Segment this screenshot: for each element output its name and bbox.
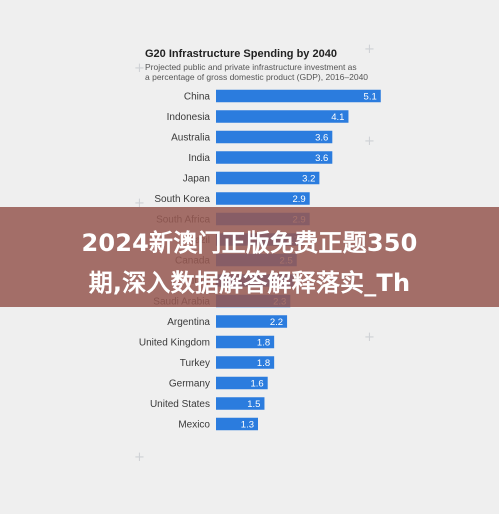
plus-decoration-icon: + xyxy=(364,42,375,57)
category-label: Argentina xyxy=(167,317,210,328)
banner-line-2: 期,深入数据解答解释落实_Th xyxy=(88,269,411,297)
category-label: United Kingdom xyxy=(139,338,210,349)
plus-decoration-icon: + xyxy=(364,134,375,149)
bar xyxy=(216,315,288,328)
category-label: Japan xyxy=(183,174,210,185)
bar xyxy=(216,192,310,205)
category-label: South Korea xyxy=(154,194,210,205)
plus-decoration-icon: + xyxy=(134,450,145,465)
bar xyxy=(216,397,265,410)
category-label: India xyxy=(188,153,210,164)
bar xyxy=(216,335,275,349)
bar xyxy=(216,417,258,431)
bar xyxy=(216,171,320,185)
value-label: 1.8 xyxy=(257,358,270,369)
chart-subtitle-line-1: Projected public and private infrastruct… xyxy=(145,62,357,72)
bar xyxy=(216,89,381,103)
bar xyxy=(216,130,333,144)
value-label: 5.1 xyxy=(364,92,377,103)
value-label: 1.6 xyxy=(250,379,263,390)
category-label: Turkey xyxy=(180,358,210,369)
watermark-banner: 2024新澳门正版免费正题350 期,深入数据解答解释落实_Th xyxy=(0,207,499,307)
value-label: 3.2 xyxy=(302,174,315,185)
bar xyxy=(216,151,333,164)
banner-line-1: 2024新澳门正版免费正题350 xyxy=(81,229,418,257)
chart-title: G20 Infrastructure Spending by 2040 xyxy=(145,48,337,60)
value-label: 3.6 xyxy=(315,133,328,144)
category-label: China xyxy=(184,92,211,103)
category-label: Indonesia xyxy=(167,112,211,123)
value-label: 3.6 xyxy=(315,153,328,164)
bar xyxy=(216,376,268,390)
value-label: 2.2 xyxy=(270,317,283,328)
plus-decoration-icon: + xyxy=(134,61,145,76)
bar xyxy=(216,356,275,369)
category-label: Germany xyxy=(169,379,210,390)
value-label: 1.5 xyxy=(247,399,260,410)
category-label: United States xyxy=(150,399,210,410)
value-label: 1.3 xyxy=(241,420,254,431)
value-label: 4.1 xyxy=(331,112,344,123)
plus-decoration-icon: + xyxy=(364,330,375,345)
chart-subtitle-line-2: a percentage of gross domestic product (… xyxy=(145,72,368,82)
category-label: Australia xyxy=(171,133,210,144)
plus-decoration-icon: + xyxy=(134,196,145,211)
bar xyxy=(216,110,349,123)
category-label: Mexico xyxy=(178,420,210,431)
value-label: 2.9 xyxy=(292,194,305,205)
value-label: 1.8 xyxy=(257,338,270,349)
